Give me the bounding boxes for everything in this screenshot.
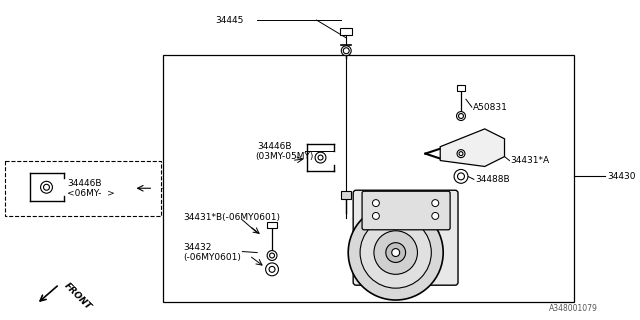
Text: 34431*A: 34431*A (511, 156, 550, 165)
Circle shape (458, 173, 465, 180)
Circle shape (432, 200, 439, 206)
Bar (340, 28, 352, 35)
Text: (03MY-05MY): (03MY-05MY) (255, 152, 314, 161)
Text: 34488B: 34488B (475, 175, 509, 184)
Circle shape (457, 150, 465, 157)
Bar (457, 85, 465, 91)
Text: 34430: 34430 (607, 172, 636, 181)
Circle shape (360, 217, 431, 288)
Text: 34431*B(-06MY0601): 34431*B(-06MY0601) (183, 213, 280, 222)
Text: <06MY-  >: <06MY- > (67, 189, 115, 198)
Text: A50831: A50831 (473, 103, 508, 112)
Circle shape (40, 181, 52, 193)
Circle shape (458, 114, 463, 118)
Circle shape (318, 155, 323, 160)
FancyBboxPatch shape (353, 190, 458, 285)
Circle shape (432, 212, 439, 220)
Circle shape (372, 200, 380, 206)
Circle shape (454, 170, 468, 183)
Circle shape (315, 152, 326, 163)
Circle shape (269, 266, 275, 272)
Circle shape (374, 231, 417, 274)
Circle shape (343, 48, 349, 54)
Text: A348001079: A348001079 (549, 304, 598, 313)
Text: 34446B: 34446B (67, 179, 102, 188)
Text: 34432: 34432 (183, 243, 211, 252)
Text: (-06MY0601): (-06MY0601) (183, 253, 241, 262)
Text: 34446B: 34446B (257, 142, 292, 151)
FancyBboxPatch shape (362, 191, 450, 230)
Bar (5, 161, 161, 216)
Circle shape (44, 184, 49, 190)
Circle shape (267, 251, 277, 260)
Circle shape (392, 249, 399, 257)
Circle shape (386, 243, 406, 262)
Circle shape (266, 263, 278, 276)
Circle shape (459, 152, 463, 156)
Bar (341, 191, 351, 199)
Bar (267, 222, 277, 228)
Circle shape (456, 112, 465, 121)
Text: 34445: 34445 (216, 16, 244, 25)
Circle shape (372, 212, 380, 220)
Circle shape (348, 205, 443, 300)
Bar (163, 55, 574, 302)
Circle shape (341, 46, 351, 56)
Text: FRONT: FRONT (62, 281, 93, 312)
Polygon shape (440, 129, 504, 166)
Circle shape (269, 253, 275, 258)
